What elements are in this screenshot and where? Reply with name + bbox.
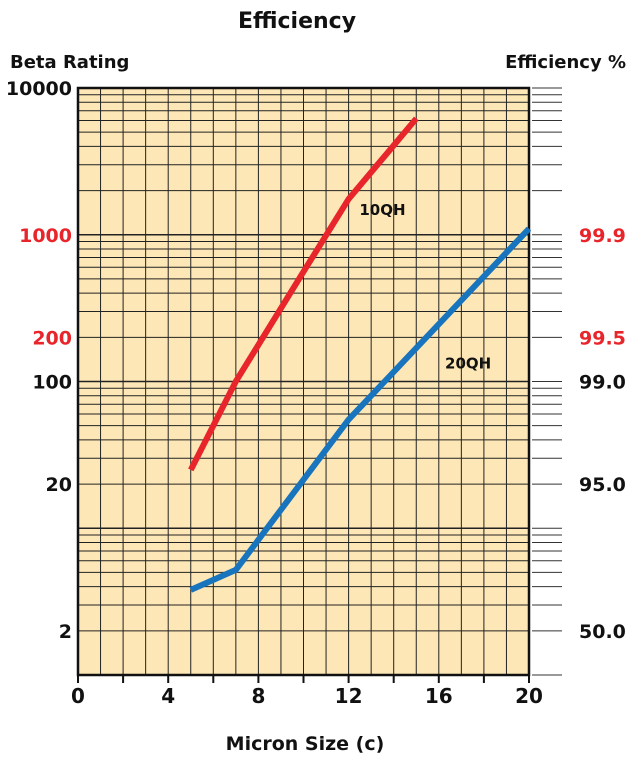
- series-label-10qh: 10QH: [359, 201, 405, 219]
- series-line-10qh: [188, 116, 419, 472]
- y-right-tick-label: 99.0: [579, 372, 626, 394]
- x-tick-label: 12: [335, 684, 363, 708]
- y-left-tick-label: 100: [32, 372, 72, 394]
- tick-labels: 0 4 8 12 16 20 10000 1000 200 100 20 2 99.9 99.5 99.0 9…: [6, 78, 626, 708]
- x-tick-label: 20: [515, 684, 543, 708]
- y-right-tick-label: 99.5: [579, 327, 626, 349]
- y-right-tick-label: 99.9: [579, 225, 626, 247]
- y-left-tick-label: 200: [32, 327, 72, 349]
- x-tick-label: 4: [161, 684, 175, 708]
- series-line-20qh: [189, 226, 532, 593]
- y-left-tick-label: 10000: [6, 78, 72, 100]
- y-right-tick-label: 95.0: [579, 474, 626, 496]
- y-right-tick-label: 50.0: [579, 621, 626, 643]
- y-left-tick-label: 20: [46, 474, 72, 496]
- series-layer: 10QH 20QH: [188, 116, 532, 593]
- y-left-tick-label: 1000: [19, 225, 72, 247]
- y-left-tick-label: 2: [59, 621, 72, 643]
- grid: [76, 86, 531, 683]
- right-efficiency-axis: [532, 87, 562, 676]
- x-axis-label: Micron Size (c): [226, 733, 385, 755]
- x-tick-label: 16: [425, 684, 453, 708]
- x-tick-label: 8: [251, 684, 265, 708]
- chart-title: Efficiency: [238, 9, 356, 34]
- x-tick-label: 0: [71, 684, 85, 708]
- y-axis-left-label: Beta Rating: [10, 52, 129, 73]
- series-label-20qh: 20QH: [445, 354, 491, 372]
- y-axis-right-label: Efficiency %: [505, 52, 626, 73]
